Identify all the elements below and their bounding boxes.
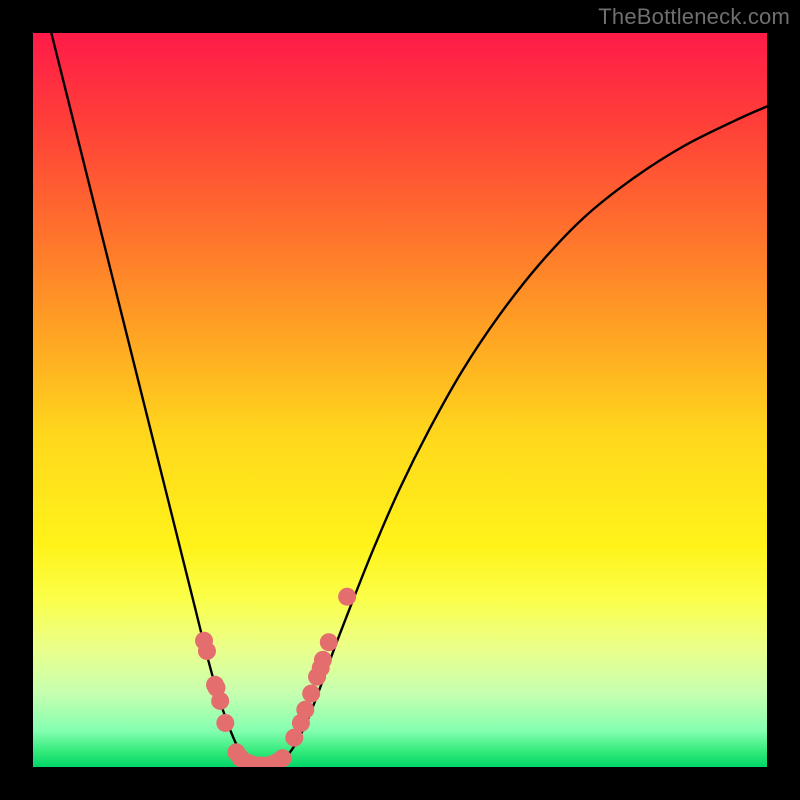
data-marker xyxy=(338,588,356,606)
watermark-text: TheBottleneck.com xyxy=(598,4,790,30)
plot-overlay-svg xyxy=(33,33,767,767)
curve-right xyxy=(261,106,767,767)
data-marker xyxy=(198,642,216,660)
data-marker xyxy=(296,701,314,719)
data-marker xyxy=(211,692,229,710)
chart-root: TheBottleneck.com xyxy=(0,0,800,800)
data-marker xyxy=(274,749,292,767)
curve-left xyxy=(51,33,260,767)
plot-area xyxy=(33,33,767,767)
data-marker xyxy=(320,633,338,651)
data-marker xyxy=(216,714,234,732)
data-marker xyxy=(302,685,320,703)
data-marker xyxy=(314,651,332,669)
